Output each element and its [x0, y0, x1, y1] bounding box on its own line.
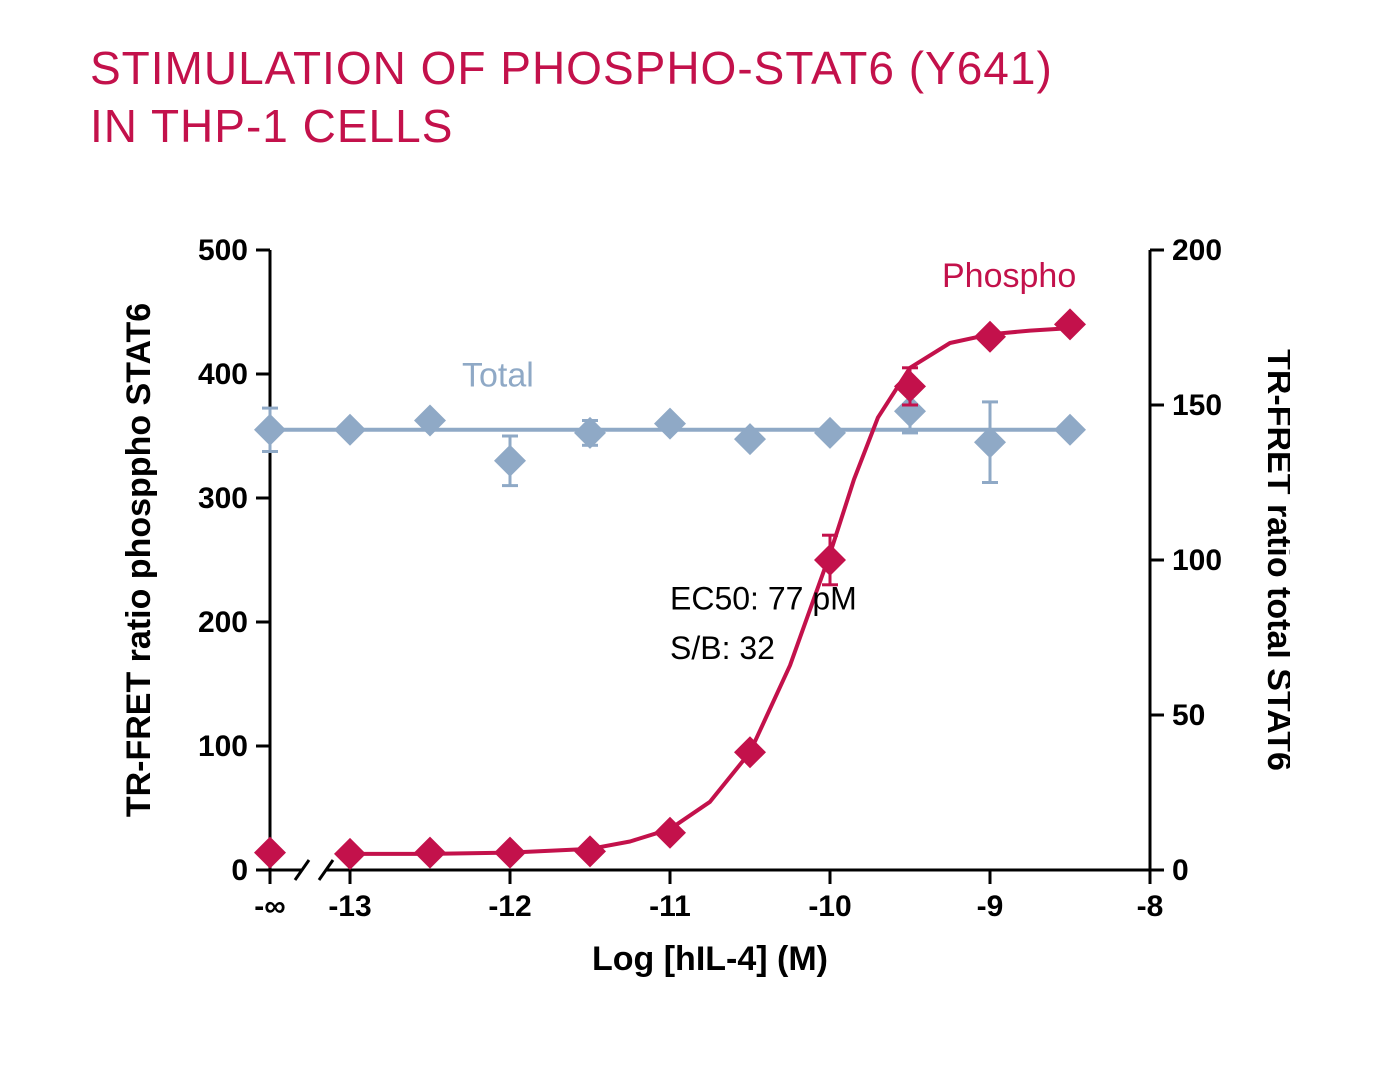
y-right-tick-label: 150 [1172, 389, 1222, 422]
total-point [334, 414, 366, 446]
dose-response-chart: 0 100 200 300 400 500 0 50 100 150 200 -13 -12 -11 -10… [90, 210, 1290, 1030]
y-left-tick-label: 400 [198, 358, 248, 391]
total-point [654, 408, 686, 440]
phospho-point [1054, 308, 1086, 340]
page-root: STIMULATION OF PHOSPHO-STAT6 (Y641) IN T… [0, 0, 1383, 1076]
x-tick-label: -9 [977, 890, 1004, 923]
total-point [1054, 414, 1086, 446]
total-point [254, 414, 286, 446]
phospho-point [494, 837, 526, 869]
phospho-point [414, 837, 446, 869]
total-point [494, 445, 526, 477]
x-tick-label: -8 [1137, 890, 1164, 923]
total-point [814, 417, 846, 449]
y-left-tick-label: 300 [198, 482, 248, 515]
y-left-tick-label: 100 [198, 730, 248, 763]
y-left-tick-label: 500 [198, 234, 248, 267]
y-left-tick-label: 0 [231, 854, 248, 887]
phospho-series-label: Phospho [942, 257, 1076, 295]
phospho-point [574, 835, 606, 867]
x-tick-label: -12 [488, 890, 531, 923]
chart-title: STIMULATION OF PHOSPHO-STAT6 (Y641) IN T… [90, 40, 1240, 155]
x-tick-label: -10 [808, 890, 851, 923]
total-point [574, 417, 606, 449]
phospho-point [254, 837, 286, 869]
y-right-tick-label: 100 [1172, 544, 1222, 577]
x-tick-label: -11 [649, 890, 691, 923]
y-right-tick-label: 200 [1172, 234, 1222, 267]
y-right-tick-label: 50 [1172, 699, 1205, 732]
total-series-label: Total [462, 356, 534, 394]
phospho-point [814, 544, 846, 576]
chart-container: 0 100 200 300 400 500 0 50 100 150 200 -13 -12 -11 -10… [90, 210, 1290, 1030]
phospho-point [334, 838, 366, 870]
phospho-point [894, 370, 926, 402]
x-tick-label: -13 [328, 890, 371, 923]
phospho-point [974, 321, 1006, 353]
y-right-axis-title: TR-FRET ratio total STAT6 [1260, 349, 1290, 771]
y-right-tick-label: 0 [1172, 854, 1189, 887]
chart-annotation: S/B: 32 [670, 630, 775, 666]
x-tick-label-neg-inf: -∞ [254, 890, 285, 923]
chart-annotation: EC50: 77 pM [670, 581, 857, 617]
x-axis-title: Log [hIL-4] (M) [592, 940, 828, 978]
y-left-tick-label: 200 [198, 606, 248, 639]
y-left-axis-title: TR-FRET ratio phosppho STAT6 [120, 303, 158, 817]
